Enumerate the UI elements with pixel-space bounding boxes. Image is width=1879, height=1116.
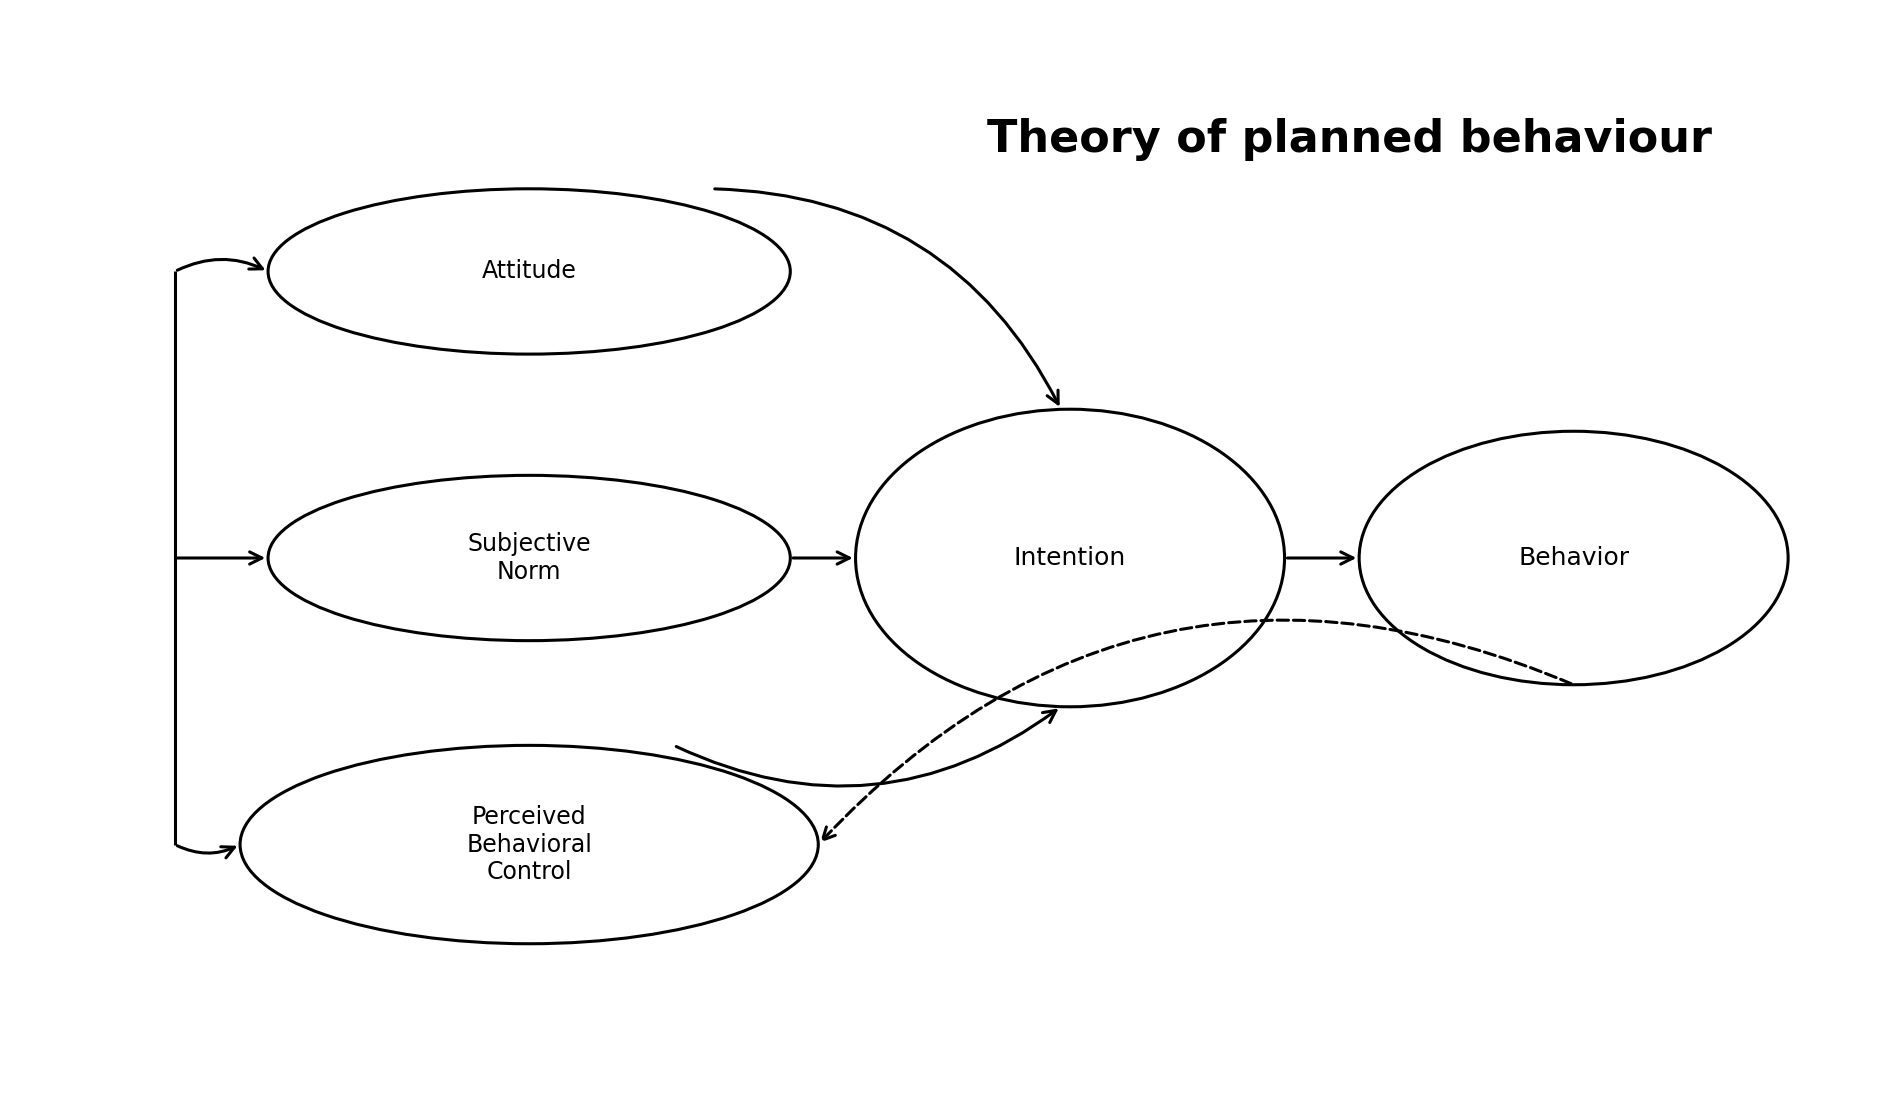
Text: Intention: Intention [1015,546,1126,570]
Text: Attitude: Attitude [481,259,577,283]
Text: Perceived
Behavioral
Control: Perceived Behavioral Control [466,805,592,884]
Text: Theory of planned behaviour: Theory of planned behaviour [986,117,1712,161]
Text: Behavior: Behavior [1518,546,1629,570]
Text: Subjective
Norm: Subjective Norm [468,532,592,584]
